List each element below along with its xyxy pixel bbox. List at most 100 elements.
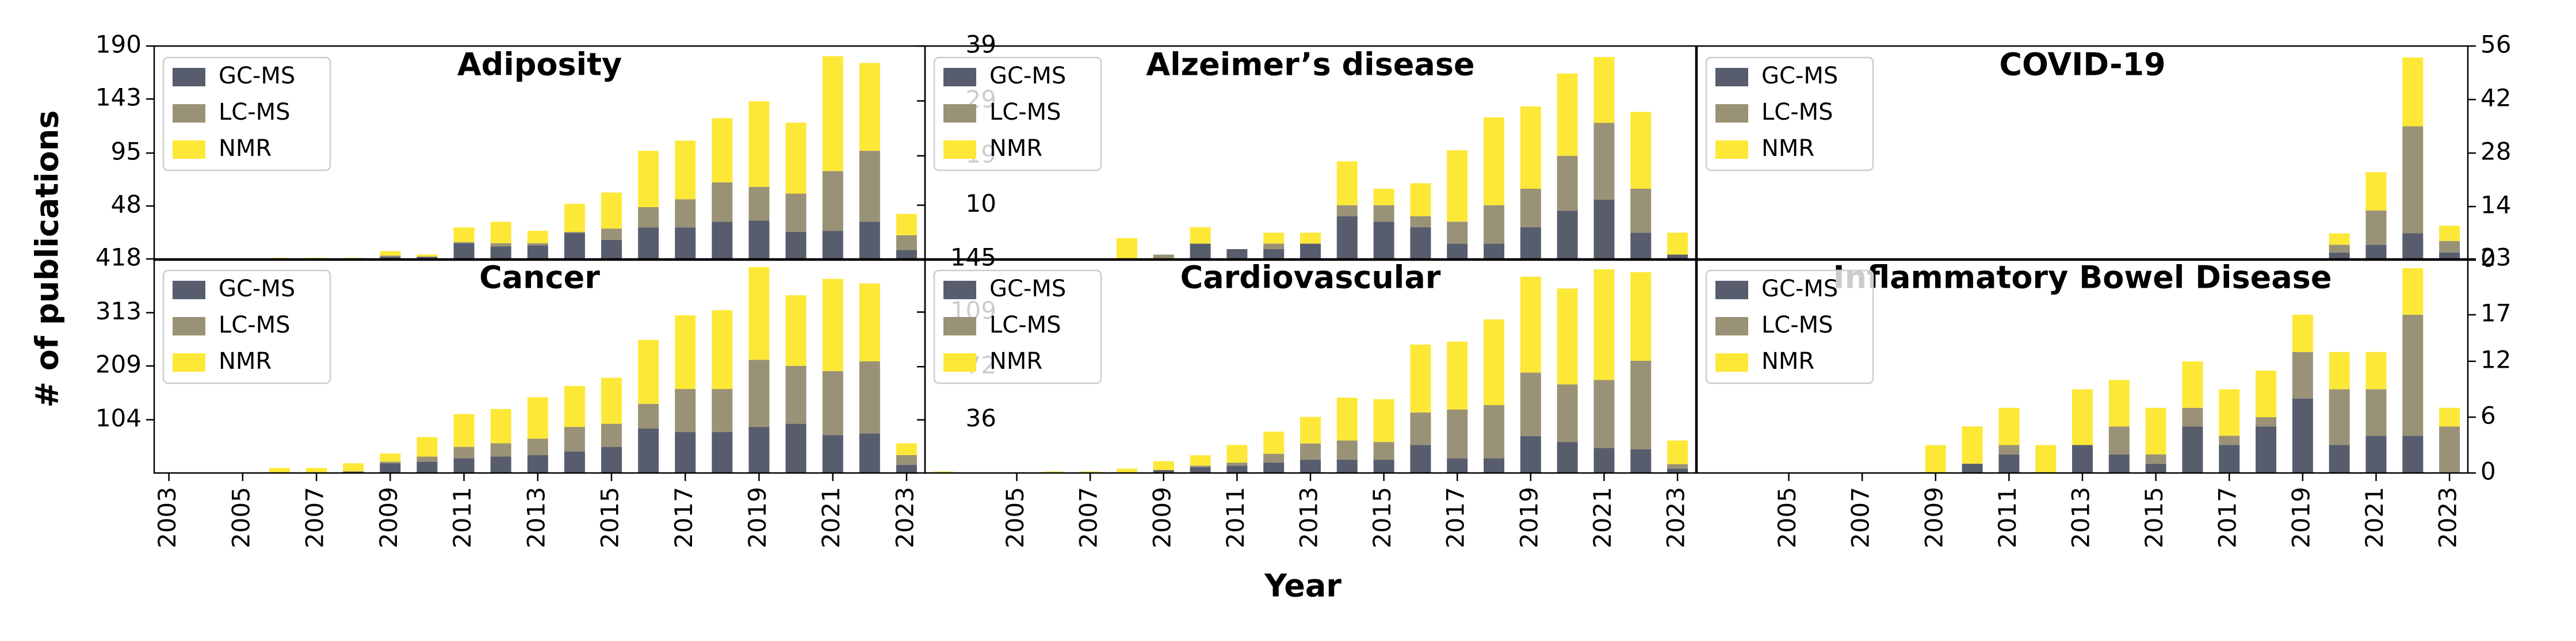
bar-segment bbox=[380, 251, 401, 256]
x-axis-label: Year bbox=[1264, 568, 1341, 604]
bar-segment bbox=[896, 443, 917, 455]
x-tick-label: 2013 bbox=[522, 487, 550, 548]
bar-segment bbox=[1300, 417, 1321, 444]
legend-label: LC-MS bbox=[989, 312, 1061, 338]
bar-segment bbox=[490, 246, 511, 260]
bar-segment bbox=[380, 463, 401, 473]
bar-segment bbox=[2108, 454, 2130, 473]
bar-segment bbox=[675, 227, 696, 260]
panel-title: Adiposity bbox=[457, 47, 622, 83]
bar-segment bbox=[1410, 183, 1431, 216]
bar-segment bbox=[2145, 454, 2166, 464]
bar-segment bbox=[1447, 222, 1468, 244]
bar-segment bbox=[1116, 468, 1137, 473]
legend-label: LC-MS bbox=[219, 312, 291, 338]
x-tick-label: 2011 bbox=[1993, 487, 2021, 548]
legend-swatch bbox=[943, 281, 976, 299]
bar-segment bbox=[1410, 344, 1431, 413]
legend-swatch bbox=[1715, 68, 1748, 86]
bar-segment bbox=[1410, 445, 1431, 473]
bar-segment bbox=[675, 389, 696, 432]
bar-segment bbox=[638, 403, 659, 429]
bar-segment bbox=[748, 220, 770, 260]
bar-segment bbox=[1925, 445, 1946, 473]
x-tick-label: 2017 bbox=[670, 487, 698, 548]
bar-segment bbox=[2365, 172, 2387, 211]
bar-segment bbox=[1630, 272, 1652, 361]
legend-label: GC-MS bbox=[1761, 63, 1838, 89]
bar-segment bbox=[2329, 252, 2350, 260]
x-tick-label: 2021 bbox=[817, 487, 845, 548]
bar-segment bbox=[1447, 409, 1468, 459]
bar-segment bbox=[416, 254, 438, 257]
bar-segment bbox=[601, 228, 622, 240]
bar-segment bbox=[785, 366, 807, 424]
bar-segment bbox=[453, 414, 475, 447]
bar-segment bbox=[1998, 407, 2020, 445]
bar-segment bbox=[859, 63, 880, 151]
bar-segment bbox=[601, 447, 622, 473]
bar-segment bbox=[490, 443, 511, 457]
y-tick-label: 17 bbox=[2481, 299, 2511, 327]
legend-swatch bbox=[1715, 104, 1748, 123]
bar-segment bbox=[1593, 123, 1615, 200]
y-tick-label: 143 bbox=[95, 83, 142, 112]
bar-segment bbox=[2402, 315, 2424, 436]
x-tick-label: 2011 bbox=[448, 487, 476, 548]
bar-segment bbox=[343, 463, 364, 472]
bar-segment bbox=[1373, 399, 1394, 442]
panel-title: Alzeimer’s disease bbox=[1146, 47, 1474, 83]
bar-segment bbox=[2145, 463, 2166, 473]
x-tick-label: 2011 bbox=[1221, 487, 1249, 548]
bar-segment bbox=[1593, 57, 1615, 123]
bar-segment bbox=[2072, 389, 2093, 445]
bar-segment bbox=[1410, 412, 1431, 445]
bar-segment bbox=[748, 186, 770, 221]
bar-segment bbox=[1447, 458, 1468, 473]
y-tick-label: 12 bbox=[2481, 345, 2511, 373]
bar-segment bbox=[748, 101, 770, 187]
bar-segment bbox=[896, 464, 917, 473]
bar-segment bbox=[1557, 442, 1578, 473]
y-tick-label: 190 bbox=[95, 30, 142, 59]
bar-segment bbox=[1667, 254, 1688, 260]
legend-label: NMR bbox=[1761, 135, 1814, 162]
bar-segment bbox=[1630, 232, 1652, 260]
y-tick-label: 14 bbox=[2481, 191, 2511, 219]
x-tick-label: 2009 bbox=[1920, 487, 1948, 548]
bar-segment bbox=[1190, 243, 1211, 260]
y-tick-label: 36 bbox=[966, 404, 996, 432]
bar-segment bbox=[1336, 398, 1358, 441]
bar-segment bbox=[675, 199, 696, 228]
bar-segment bbox=[675, 140, 696, 200]
bar-segment bbox=[2439, 407, 2460, 427]
legend-swatch bbox=[943, 317, 976, 335]
bar-segment bbox=[1226, 466, 1248, 473]
bar-segment bbox=[1336, 205, 1358, 216]
bar-segment bbox=[638, 151, 659, 207]
legend-label: LC-MS bbox=[989, 99, 1061, 125]
bar-segment bbox=[1484, 117, 1505, 205]
bar-segment bbox=[896, 235, 917, 250]
bar-segment bbox=[638, 207, 659, 228]
bar-segment bbox=[2256, 417, 2277, 427]
bar-segment bbox=[2439, 241, 2460, 253]
bar-segment bbox=[564, 451, 585, 473]
bar-segment bbox=[453, 458, 475, 473]
bar-segment bbox=[1484, 405, 1505, 459]
bar-segment bbox=[712, 118, 733, 182]
bar-segment bbox=[490, 243, 511, 247]
panel-title: Cancer bbox=[479, 260, 600, 296]
bar-segment bbox=[1410, 216, 1431, 227]
bar-segment bbox=[1263, 243, 1285, 249]
x-tick-label: 2013 bbox=[2067, 487, 2095, 548]
panel-title: Cardiovascular bbox=[1180, 260, 1441, 296]
legend-label: LC-MS bbox=[1761, 99, 1833, 125]
bar-segment bbox=[1447, 243, 1468, 260]
bar-segment bbox=[1300, 443, 1321, 460]
bar-segment bbox=[2365, 389, 2387, 436]
legend-swatch bbox=[1715, 140, 1748, 159]
bar-segment bbox=[1962, 426, 1983, 464]
bar-segment bbox=[638, 227, 659, 260]
